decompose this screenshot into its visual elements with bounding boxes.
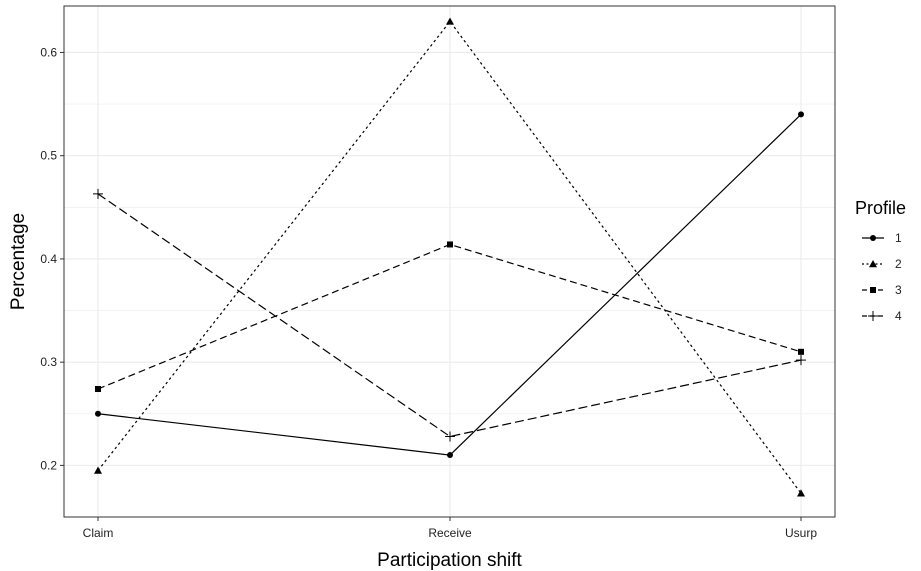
legend-label: 2 <box>895 257 902 271</box>
major-gridlines <box>64 6 835 517</box>
triangle-marker <box>797 489 805 497</box>
legend-label: 1 <box>895 231 902 245</box>
x-tick-label: Receive <box>428 526 472 540</box>
y-tick-label: 0.6 <box>40 45 57 59</box>
triangle-marker <box>446 17 454 25</box>
x-tick-label: Usurp <box>785 526 817 540</box>
legend-label: 4 <box>895 309 902 323</box>
legend-item-4: 4 <box>862 309 902 323</box>
y-tick-label: 0.4 <box>40 252 57 266</box>
square-marker <box>447 241 453 248</box>
triangle-marker <box>869 260 877 268</box>
x-tick-label: Claim <box>83 526 114 540</box>
x-axis: Claim Receive Usurp <box>83 517 817 540</box>
plus-marker <box>93 188 103 199</box>
y-tick-label: 0.2 <box>40 458 57 472</box>
series-markers <box>93 17 806 497</box>
legend-item-1: 1 <box>862 231 902 245</box>
series-line-2 <box>97 20 802 494</box>
y-axis: 0.2 0.3 0.4 0.5 0.6 <box>40 45 64 472</box>
plus-marker <box>796 355 806 366</box>
circle-marker <box>870 235 876 241</box>
legend-label: 3 <box>895 283 902 297</box>
plus-marker <box>445 431 455 442</box>
x-axis-title: Participation shift <box>377 550 522 571</box>
square-marker <box>870 287 876 293</box>
legend-item-2: 2 <box>862 257 902 271</box>
y-axis-title: Percentage <box>8 213 29 310</box>
plus-marker <box>868 311 878 321</box>
triangle-marker <box>94 466 102 474</box>
circle-marker <box>447 452 453 459</box>
circle-marker <box>95 410 101 417</box>
legend: Profile 1 2 3 4 <box>855 198 906 323</box>
circle-marker <box>798 111 804 118</box>
legend-title: Profile <box>855 198 906 218</box>
legend-item-3: 3 <box>862 283 902 297</box>
square-marker <box>95 385 101 392</box>
y-tick-label: 0.5 <box>40 149 57 163</box>
y-tick-label: 0.3 <box>40 355 57 369</box>
series-line-4 <box>97 193 802 438</box>
square-marker <box>798 348 804 355</box>
